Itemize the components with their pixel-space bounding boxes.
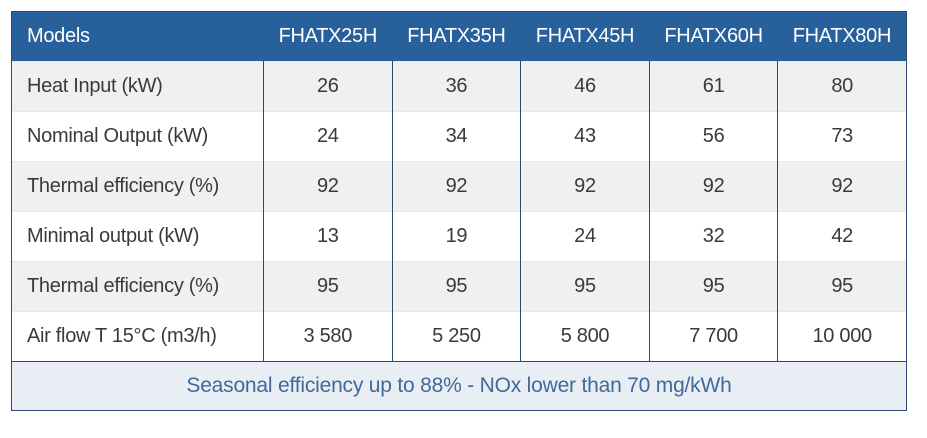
table-cell: 95	[520, 261, 650, 312]
table-cell: 92	[520, 161, 650, 212]
table-cell: 95	[391, 261, 522, 312]
table-cell: 10 000	[777, 311, 907, 362]
table-row-heat-input: Heat Input (kW) 26 36 46 61 80	[11, 61, 907, 112]
row-label: Thermal efficiency (%)	[11, 161, 264, 212]
table-cell: 92	[391, 161, 522, 212]
table-cell: 95	[648, 261, 779, 312]
table-cell: 32	[648, 211, 779, 262]
row-label: Air flow T 15°C (m3/h)	[11, 311, 264, 362]
table-cell: 5 250	[391, 311, 522, 362]
table-cell: 34	[391, 111, 522, 162]
row-label: Minimal output (kW)	[11, 211, 264, 262]
table-cell: 46	[520, 61, 650, 112]
table-cell: 5 800	[520, 311, 650, 362]
specifications-table: Models FHATX25H FHATX35H FHATX45H FHATX6…	[11, 11, 907, 411]
table-cell: 92	[263, 161, 393, 212]
table-header: Models FHATX25H FHATX35H FHATX45H FHATX6…	[11, 11, 907, 62]
header-row: Models FHATX25H FHATX35H FHATX45H FHATX6…	[11, 11, 907, 62]
table-cell: 92	[777, 161, 907, 212]
table-cell: 3 580	[263, 311, 393, 362]
table-footer: Seasonal efficiency up to 88% - NOx lowe…	[11, 361, 907, 411]
table-cell: 95	[777, 261, 907, 312]
model-header-fhatx80h: FHATX80H	[777, 11, 907, 62]
seasonal-efficiency-note: Seasonal efficiency up to 88% - NOx lowe…	[11, 361, 907, 411]
table-cell: 24	[263, 111, 393, 162]
table-cell: 36	[391, 61, 522, 112]
footer-row: Seasonal efficiency up to 88% - NOx lowe…	[11, 361, 907, 411]
table-cell: 19	[391, 211, 522, 262]
table-cell: 43	[520, 111, 650, 162]
table-row-thermal-efficiency-minimal: Thermal efficiency (%) 95 95 95 95 95	[11, 261, 907, 312]
table-cell: 92	[648, 161, 779, 212]
table-cell: 61	[648, 61, 779, 112]
table-row-thermal-efficiency-nominal: Thermal efficiency (%) 92 92 92 92 92	[11, 161, 907, 212]
row-label: Heat Input (kW)	[11, 61, 264, 112]
model-header-fhatx35h: FHATX35H	[392, 11, 521, 62]
model-header-fhatx60h: FHATX60H	[649, 11, 778, 62]
row-label: Nominal Output (kW)	[11, 111, 264, 162]
table-row-air-flow: Air flow T 15°C (m3/h) 3 580 5 250 5 800…	[11, 311, 907, 362]
table-body: Heat Input (kW) 26 36 46 61 80 Nominal O…	[11, 61, 907, 362]
table-cell: 56	[648, 111, 779, 162]
table-cell: 7 700	[648, 311, 779, 362]
table-cell: 24	[520, 211, 650, 262]
row-label: Thermal efficiency (%)	[11, 261, 264, 312]
table-cell: 26	[263, 61, 393, 112]
table-cell: 13	[263, 211, 393, 262]
table-cell: 80	[777, 61, 907, 112]
table-cell: 73	[777, 111, 907, 162]
model-header-fhatx45h: FHATX45H	[520, 11, 650, 62]
table-row-minimal-output: Minimal output (kW) 13 19 24 32 42	[11, 211, 907, 262]
table-cell: 42	[777, 211, 907, 262]
table-cell: 95	[263, 261, 393, 312]
table-row-nominal-output: Nominal Output (kW) 24 34 43 56 73	[11, 111, 907, 162]
models-header: Models	[11, 11, 264, 62]
model-header-fhatx25h: FHATX25H	[263, 11, 393, 62]
